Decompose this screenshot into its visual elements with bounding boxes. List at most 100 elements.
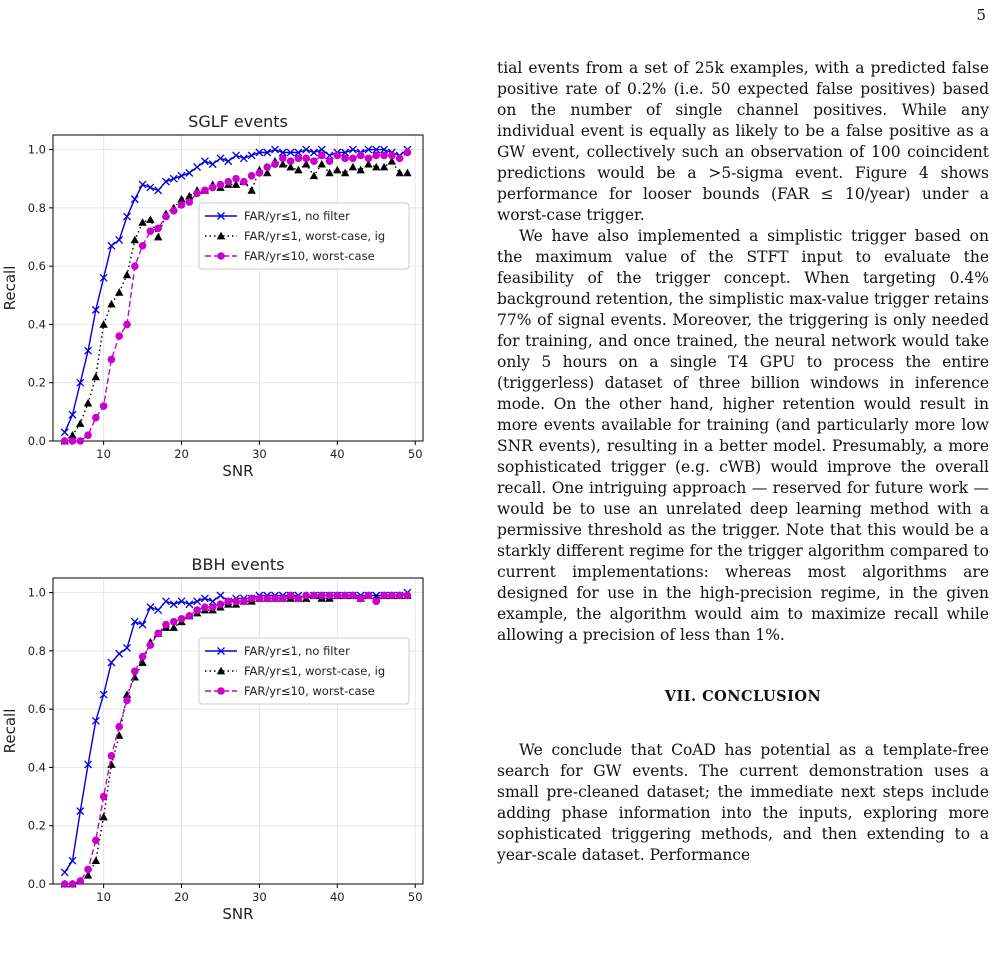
data-point xyxy=(83,871,93,879)
data-point xyxy=(200,157,209,166)
data-point xyxy=(294,154,303,163)
y-axis-label: Recall xyxy=(1,266,19,311)
legend-box xyxy=(198,202,410,270)
data-point xyxy=(83,398,93,407)
data-point xyxy=(122,690,132,698)
y-tick-label: 0.4 xyxy=(28,760,46,774)
legend-marker xyxy=(217,647,225,655)
data-point xyxy=(255,169,264,177)
data-point xyxy=(107,760,116,768)
data-point xyxy=(216,154,225,163)
data-point xyxy=(91,856,101,865)
data-point xyxy=(68,437,77,445)
x-axis-label: SNR xyxy=(222,905,253,923)
y-tick-label: 0.0 xyxy=(28,434,46,448)
page-number: 5 xyxy=(976,6,986,24)
series-2 xyxy=(60,591,412,888)
x-tick-label: 40 xyxy=(330,890,345,904)
x-tick-label: 50 xyxy=(408,447,423,461)
data-point xyxy=(177,615,186,623)
paragraph-1: tial events from a set of 25k examples, … xyxy=(497,59,989,224)
series-1 xyxy=(60,591,412,888)
data-point xyxy=(333,165,342,174)
data-point xyxy=(372,162,381,171)
data-point xyxy=(177,194,186,203)
data-point xyxy=(224,177,233,186)
data-point xyxy=(60,428,69,437)
data-point xyxy=(84,760,93,769)
data-point xyxy=(317,159,326,168)
data-point xyxy=(154,224,162,233)
chart-title: BBH events xyxy=(192,555,285,574)
legend-marker xyxy=(217,252,225,260)
data-point xyxy=(130,235,139,244)
data-point xyxy=(333,591,342,600)
data-point xyxy=(208,603,217,611)
data-point xyxy=(193,597,202,606)
data-point xyxy=(395,154,404,163)
legend-label: FAR/yr≤10, worst-case xyxy=(244,249,375,263)
data-point xyxy=(60,868,69,877)
data-point xyxy=(395,591,404,600)
series-2 xyxy=(60,148,412,445)
data-point xyxy=(286,591,295,600)
y-tick-label: 0.2 xyxy=(28,819,46,833)
legend-label: FAR/yr≤10, worst-case xyxy=(244,684,375,698)
data-point xyxy=(107,299,116,308)
data-point xyxy=(146,227,155,235)
legend-marker xyxy=(217,687,225,695)
plot-frame xyxy=(52,577,424,885)
data-point xyxy=(185,612,194,620)
data-point xyxy=(123,643,131,652)
data-point xyxy=(91,372,101,381)
legend: FAR/yr≤1, no filter FAR/yr≤1, worst-case,… xyxy=(198,637,410,705)
x-tick-label: 20 xyxy=(174,447,189,461)
chart-title: SGLF events xyxy=(188,112,288,131)
data-point xyxy=(154,606,163,615)
data-point xyxy=(76,437,85,445)
data-point xyxy=(169,206,178,215)
data-point xyxy=(154,186,163,195)
data-point xyxy=(99,690,108,699)
data-point xyxy=(388,591,396,600)
data-point xyxy=(310,591,318,600)
data-point xyxy=(99,320,108,328)
data-point xyxy=(317,591,326,600)
data-point xyxy=(138,180,147,189)
data-point xyxy=(388,151,396,160)
data-point xyxy=(123,320,131,329)
data-point xyxy=(333,151,342,160)
data-point xyxy=(92,836,100,845)
data-point xyxy=(185,198,194,206)
series-line xyxy=(64,591,408,873)
data-point xyxy=(372,597,381,606)
data-point xyxy=(247,186,256,194)
data-point xyxy=(154,629,162,638)
data-point xyxy=(130,667,139,676)
data-point xyxy=(310,157,318,166)
x-axis-label: SNR xyxy=(222,462,253,480)
paragraph-2: We have also implemented a simplistic tr… xyxy=(497,227,989,644)
data-point xyxy=(123,212,131,221)
data-point xyxy=(364,159,373,168)
data-point xyxy=(138,218,147,226)
series-1 xyxy=(60,157,412,445)
data-point xyxy=(239,154,248,163)
data-point xyxy=(138,620,147,629)
data-point xyxy=(341,154,349,163)
data-point xyxy=(263,163,272,171)
data-point xyxy=(122,270,132,279)
data-point xyxy=(177,201,186,209)
y-tick-label: 0.6 xyxy=(28,702,46,716)
data-point xyxy=(138,241,147,250)
data-point xyxy=(224,157,233,166)
data-point xyxy=(153,232,163,241)
data-point xyxy=(240,597,248,606)
data-point xyxy=(216,600,225,609)
data-point xyxy=(255,148,264,157)
data-point xyxy=(91,716,100,725)
data-point xyxy=(232,174,240,183)
data-point xyxy=(403,591,412,600)
data-point xyxy=(169,174,178,183)
data-point xyxy=(224,597,233,606)
